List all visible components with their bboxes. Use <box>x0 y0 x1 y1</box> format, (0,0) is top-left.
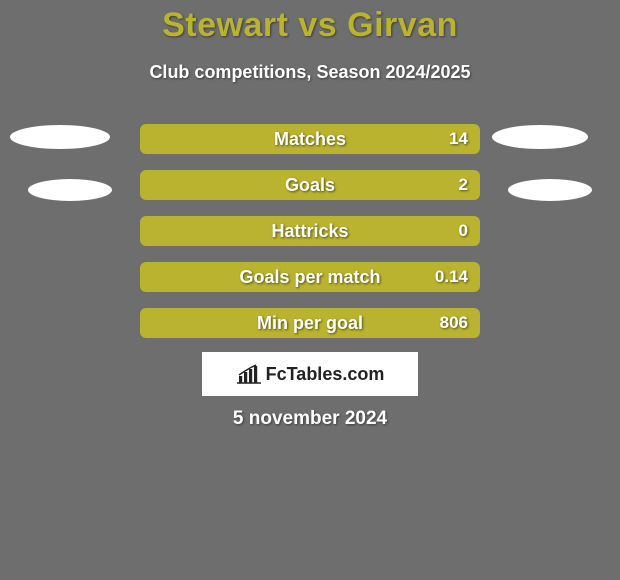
stat-value: 2 <box>459 170 468 200</box>
brand-inner: FcTables.com <box>236 364 385 385</box>
stat-value: 0.14 <box>435 262 468 292</box>
stat-label: Goals <box>140 170 480 200</box>
stat-row: Goals2 <box>0 170 620 200</box>
stat-label: Hattricks <box>140 216 480 246</box>
stat-row: Matches14 <box>0 124 620 154</box>
brand-text: FcTables.com <box>266 364 385 385</box>
stat-row: Min per goal806 <box>0 308 620 338</box>
stat-value: 0 <box>459 216 468 246</box>
bar-chart-icon <box>236 364 262 384</box>
bar-track: Goals per match0.14 <box>140 262 480 292</box>
stat-value: 14 <box>449 124 468 154</box>
bar-track: Matches14 <box>140 124 480 154</box>
stat-value: 806 <box>440 308 468 338</box>
stat-label: Goals per match <box>140 262 480 292</box>
stat-row: Hattricks0 <box>0 216 620 246</box>
date-text: 5 november 2024 <box>0 408 620 430</box>
brand-box: FcTables.com <box>202 352 418 396</box>
stat-label: Min per goal <box>140 308 480 338</box>
page-title: Stewart vs Girvan <box>0 6 620 45</box>
comparison-infographic: Stewart vs Girvan Club competitions, Sea… <box>0 0 620 580</box>
page-subtitle: Club competitions, Season 2024/2025 <box>0 62 620 83</box>
stat-label: Matches <box>140 124 480 154</box>
bar-track: Min per goal806 <box>140 308 480 338</box>
bar-track: Hattricks0 <box>140 216 480 246</box>
stat-row: Goals per match0.14 <box>0 262 620 292</box>
bar-track: Goals2 <box>140 170 480 200</box>
stat-rows: Matches14 Goals2 Hattricks0 Goals per match… <box>0 124 620 354</box>
